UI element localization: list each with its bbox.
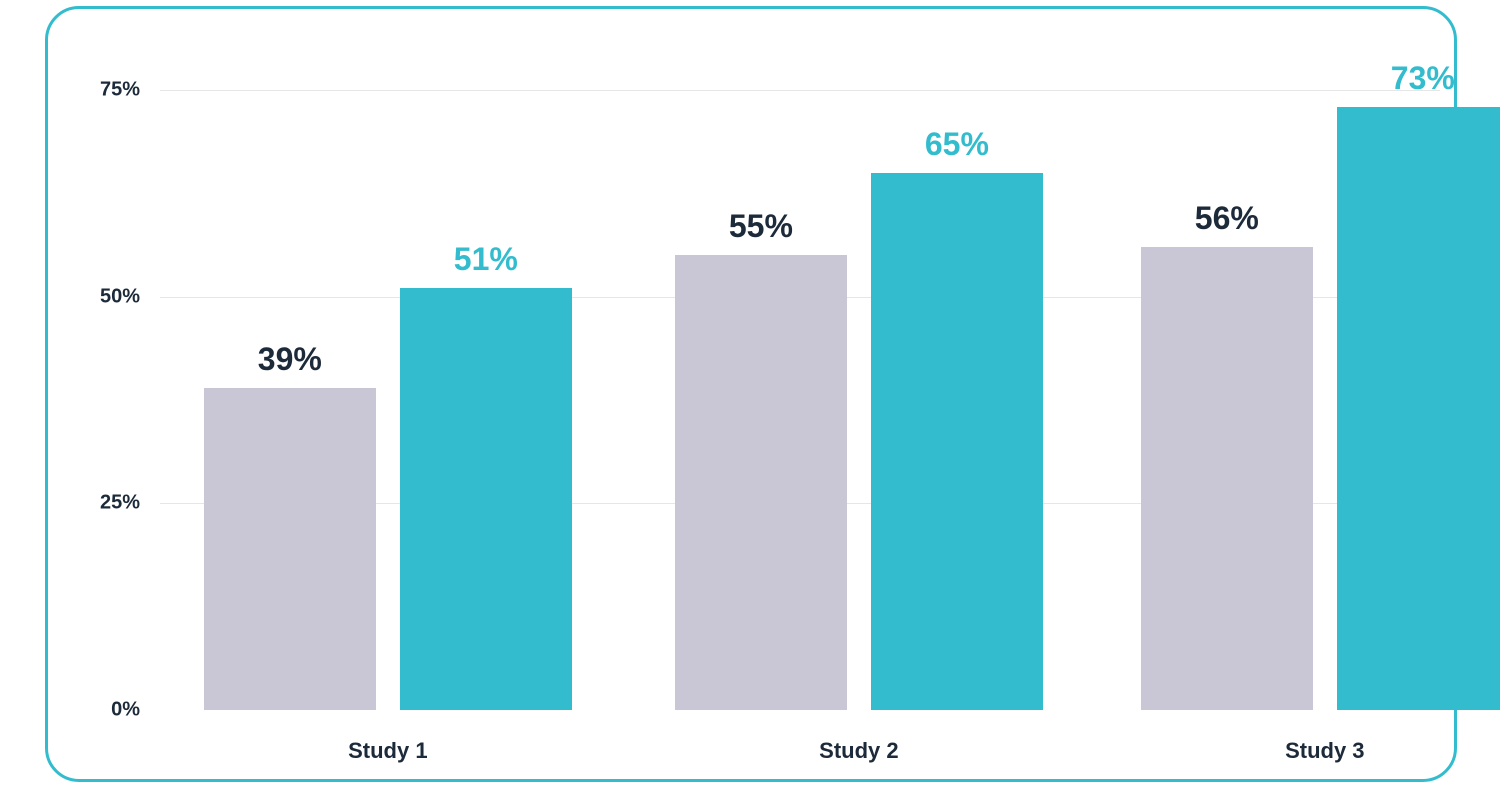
x-axis-tick-label: Study 2 xyxy=(819,738,898,764)
y-axis-tick-label: 50% xyxy=(100,285,140,308)
bar-value-label: 55% xyxy=(729,208,793,245)
x-axis-tick-label: Study 1 xyxy=(348,738,427,764)
bar-value-label: 65% xyxy=(925,126,989,163)
chart-card: 0% 25% 50% 75% 39% 51% Study 1 55% 65% Study 2 56%… xyxy=(45,6,1457,782)
bar-value-label: 51% xyxy=(454,241,518,278)
bar-value-label: 73% xyxy=(1391,60,1455,97)
bar xyxy=(871,173,1043,710)
y-axis-tick-label: 25% xyxy=(100,492,140,515)
x-axis-tick-label: Study 3 xyxy=(1285,738,1364,764)
bar xyxy=(675,255,847,710)
bar xyxy=(1141,247,1313,710)
gridline xyxy=(160,90,1440,91)
bar xyxy=(400,288,572,710)
bar-value-label: 39% xyxy=(258,341,322,378)
chart-plot-area: 0%25%50%75%39%51%Study 155%65%Study 256%… xyxy=(160,90,1440,710)
y-axis-tick-label: 0% xyxy=(111,699,140,722)
bar xyxy=(1337,107,1500,710)
y-axis-tick-label: 75% xyxy=(100,79,140,102)
bar xyxy=(204,388,376,710)
bar-value-label: 56% xyxy=(1195,200,1259,237)
